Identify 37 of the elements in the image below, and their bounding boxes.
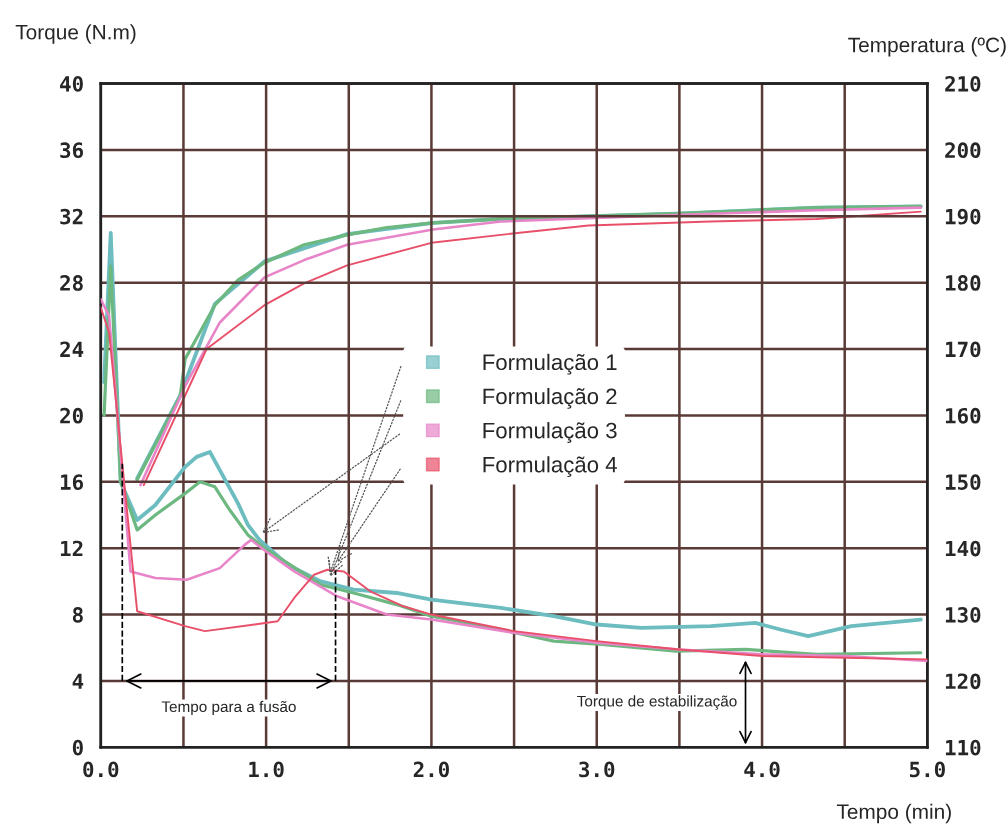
y-tick-label: 24 [60, 341, 84, 357]
legend-label: Formulação 3 [483, 422, 617, 443]
y2-tick-label: 170 [945, 341, 981, 358]
x-tick-label: 2.0 [413, 761, 449, 778]
y2-tick-label: 210 [945, 75, 981, 92]
x-tick-label: 1.0 [249, 761, 284, 778]
annotation: Torque de estabilização [577, 695, 737, 710]
y-tick-label: 40 [60, 75, 83, 92]
y-tick-label: 12 [60, 540, 83, 557]
y-tick-label: 16 [60, 474, 83, 491]
y2-tick-label: 120 [945, 673, 981, 690]
x-tick-label: 3.0 [579, 761, 615, 778]
y-tick-label: 8 [72, 607, 83, 623]
y2-tick-label: 180 [945, 275, 981, 291]
y-tick-label: 0 [72, 739, 83, 756]
y2-tick-label: 130 [945, 607, 981, 623]
x-axis-title: Tempo (min) [836, 803, 951, 824]
x-tick-label: 4.0 [744, 761, 780, 778]
y2-tick-label: 200 [945, 142, 981, 159]
x-tick-label: 5.0 [910, 761, 945, 778]
legend-label: Formulação 2 [483, 387, 617, 409]
y2-tick-label: 110 [945, 739, 981, 756]
legend-label: Formulação 1 [483, 353, 617, 375]
y2-tick-label: 160 [945, 407, 981, 424]
y2-axis-title: Temperatura (ºC) [848, 37, 1006, 57]
y-tick-label: 20 [60, 407, 83, 424]
y-tick-label: 4 [72, 673, 84, 689]
y-axis-title: Torque (N.m) [15, 24, 136, 44]
y-tick-label: 28 [60, 275, 83, 291]
y-tick-label: 36 [60, 142, 83, 159]
y2-tick-label: 150 [945, 474, 981, 491]
y-tick-label: 32 [60, 208, 83, 225]
y2-tick-label: 190 [945, 208, 981, 225]
ref-line-label: Tempo para a fusão [161, 700, 296, 716]
x-tick-label: 0.0 [83, 761, 119, 778]
legend-label: Formulação 4 [483, 456, 617, 478]
y2-tick-label: 140 [945, 540, 981, 557]
